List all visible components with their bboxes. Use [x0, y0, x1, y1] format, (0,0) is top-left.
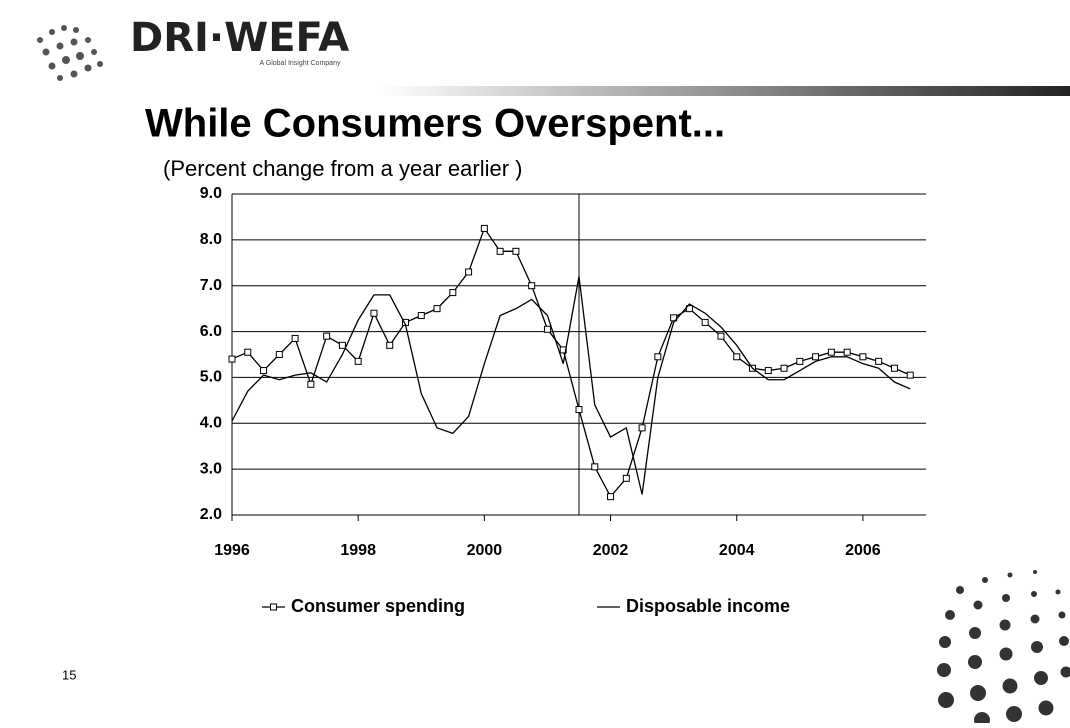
- data-marker: [765, 368, 771, 374]
- data-marker: [844, 349, 850, 355]
- x-tick-label: 2004: [719, 542, 755, 559]
- data-marker: [292, 335, 298, 341]
- data-marker: [891, 365, 897, 371]
- data-marker: [513, 248, 519, 254]
- data-marker: [481, 225, 487, 231]
- data-marker: [434, 306, 440, 312]
- data-marker: [371, 310, 377, 316]
- legend-label: Consumer spending: [291, 596, 465, 616]
- data-marker: [592, 464, 598, 470]
- series-line: [232, 228, 910, 496]
- y-tick-label: 5.0: [200, 369, 222, 386]
- y-tick-label: 3.0: [200, 460, 222, 477]
- data-marker: [734, 354, 740, 360]
- series-line: [232, 277, 910, 495]
- legend-label: Disposable income: [626, 596, 790, 616]
- y-tick-label: 2.0: [200, 506, 222, 523]
- data-marker: [308, 381, 314, 387]
- y-tick-label: 6.0: [200, 323, 222, 340]
- data-marker: [245, 349, 251, 355]
- data-marker: [639, 425, 645, 431]
- x-tick-label: 2000: [467, 542, 503, 559]
- data-marker: [813, 354, 819, 360]
- data-marker: [797, 358, 803, 364]
- logo-dots: [37, 25, 103, 81]
- data-marker: [860, 354, 866, 360]
- chart-subtitle: (Percent change from a year earlier ): [163, 156, 523, 181]
- data-marker: [907, 372, 913, 378]
- header-bar: [380, 86, 1070, 96]
- data-marker: [355, 358, 361, 364]
- data-marker: [261, 368, 267, 374]
- corner-dots: [937, 570, 1070, 723]
- x-tick-label: 1998: [340, 542, 376, 559]
- data-marker: [466, 269, 472, 275]
- data-marker: [876, 358, 882, 364]
- data-marker: [387, 342, 393, 348]
- data-marker: [544, 326, 550, 332]
- legend-marker: [271, 604, 277, 610]
- data-marker: [324, 333, 330, 339]
- data-marker: [702, 319, 708, 325]
- data-marker: [828, 349, 834, 355]
- data-marker: [229, 356, 235, 362]
- data-marker: [529, 283, 535, 289]
- data-marker: [276, 352, 282, 358]
- x-tick-label: 1996: [214, 542, 250, 559]
- y-tick-label: 9.0: [200, 185, 222, 202]
- data-marker: [418, 313, 424, 319]
- chart-title: While Consumers Overspent...: [145, 102, 725, 146]
- data-marker: [576, 407, 582, 413]
- logo: DRI·WEFA: [130, 15, 349, 61]
- data-marker: [718, 333, 724, 339]
- data-marker: [781, 365, 787, 371]
- data-marker: [339, 342, 345, 348]
- y-tick-label: 4.0: [200, 415, 222, 432]
- tagline: A Global Insight Company: [260, 60, 341, 67]
- x-tick-label: 2002: [593, 542, 629, 559]
- x-tick-label: 2006: [845, 542, 881, 559]
- y-tick-label: 8.0: [200, 231, 222, 248]
- y-tick-label: 7.0: [200, 277, 222, 294]
- data-marker: [497, 248, 503, 254]
- data-marker: [450, 290, 456, 296]
- data-marker: [623, 475, 629, 481]
- data-marker: [608, 494, 614, 500]
- data-marker: [655, 354, 661, 360]
- page-number: 15: [62, 667, 76, 682]
